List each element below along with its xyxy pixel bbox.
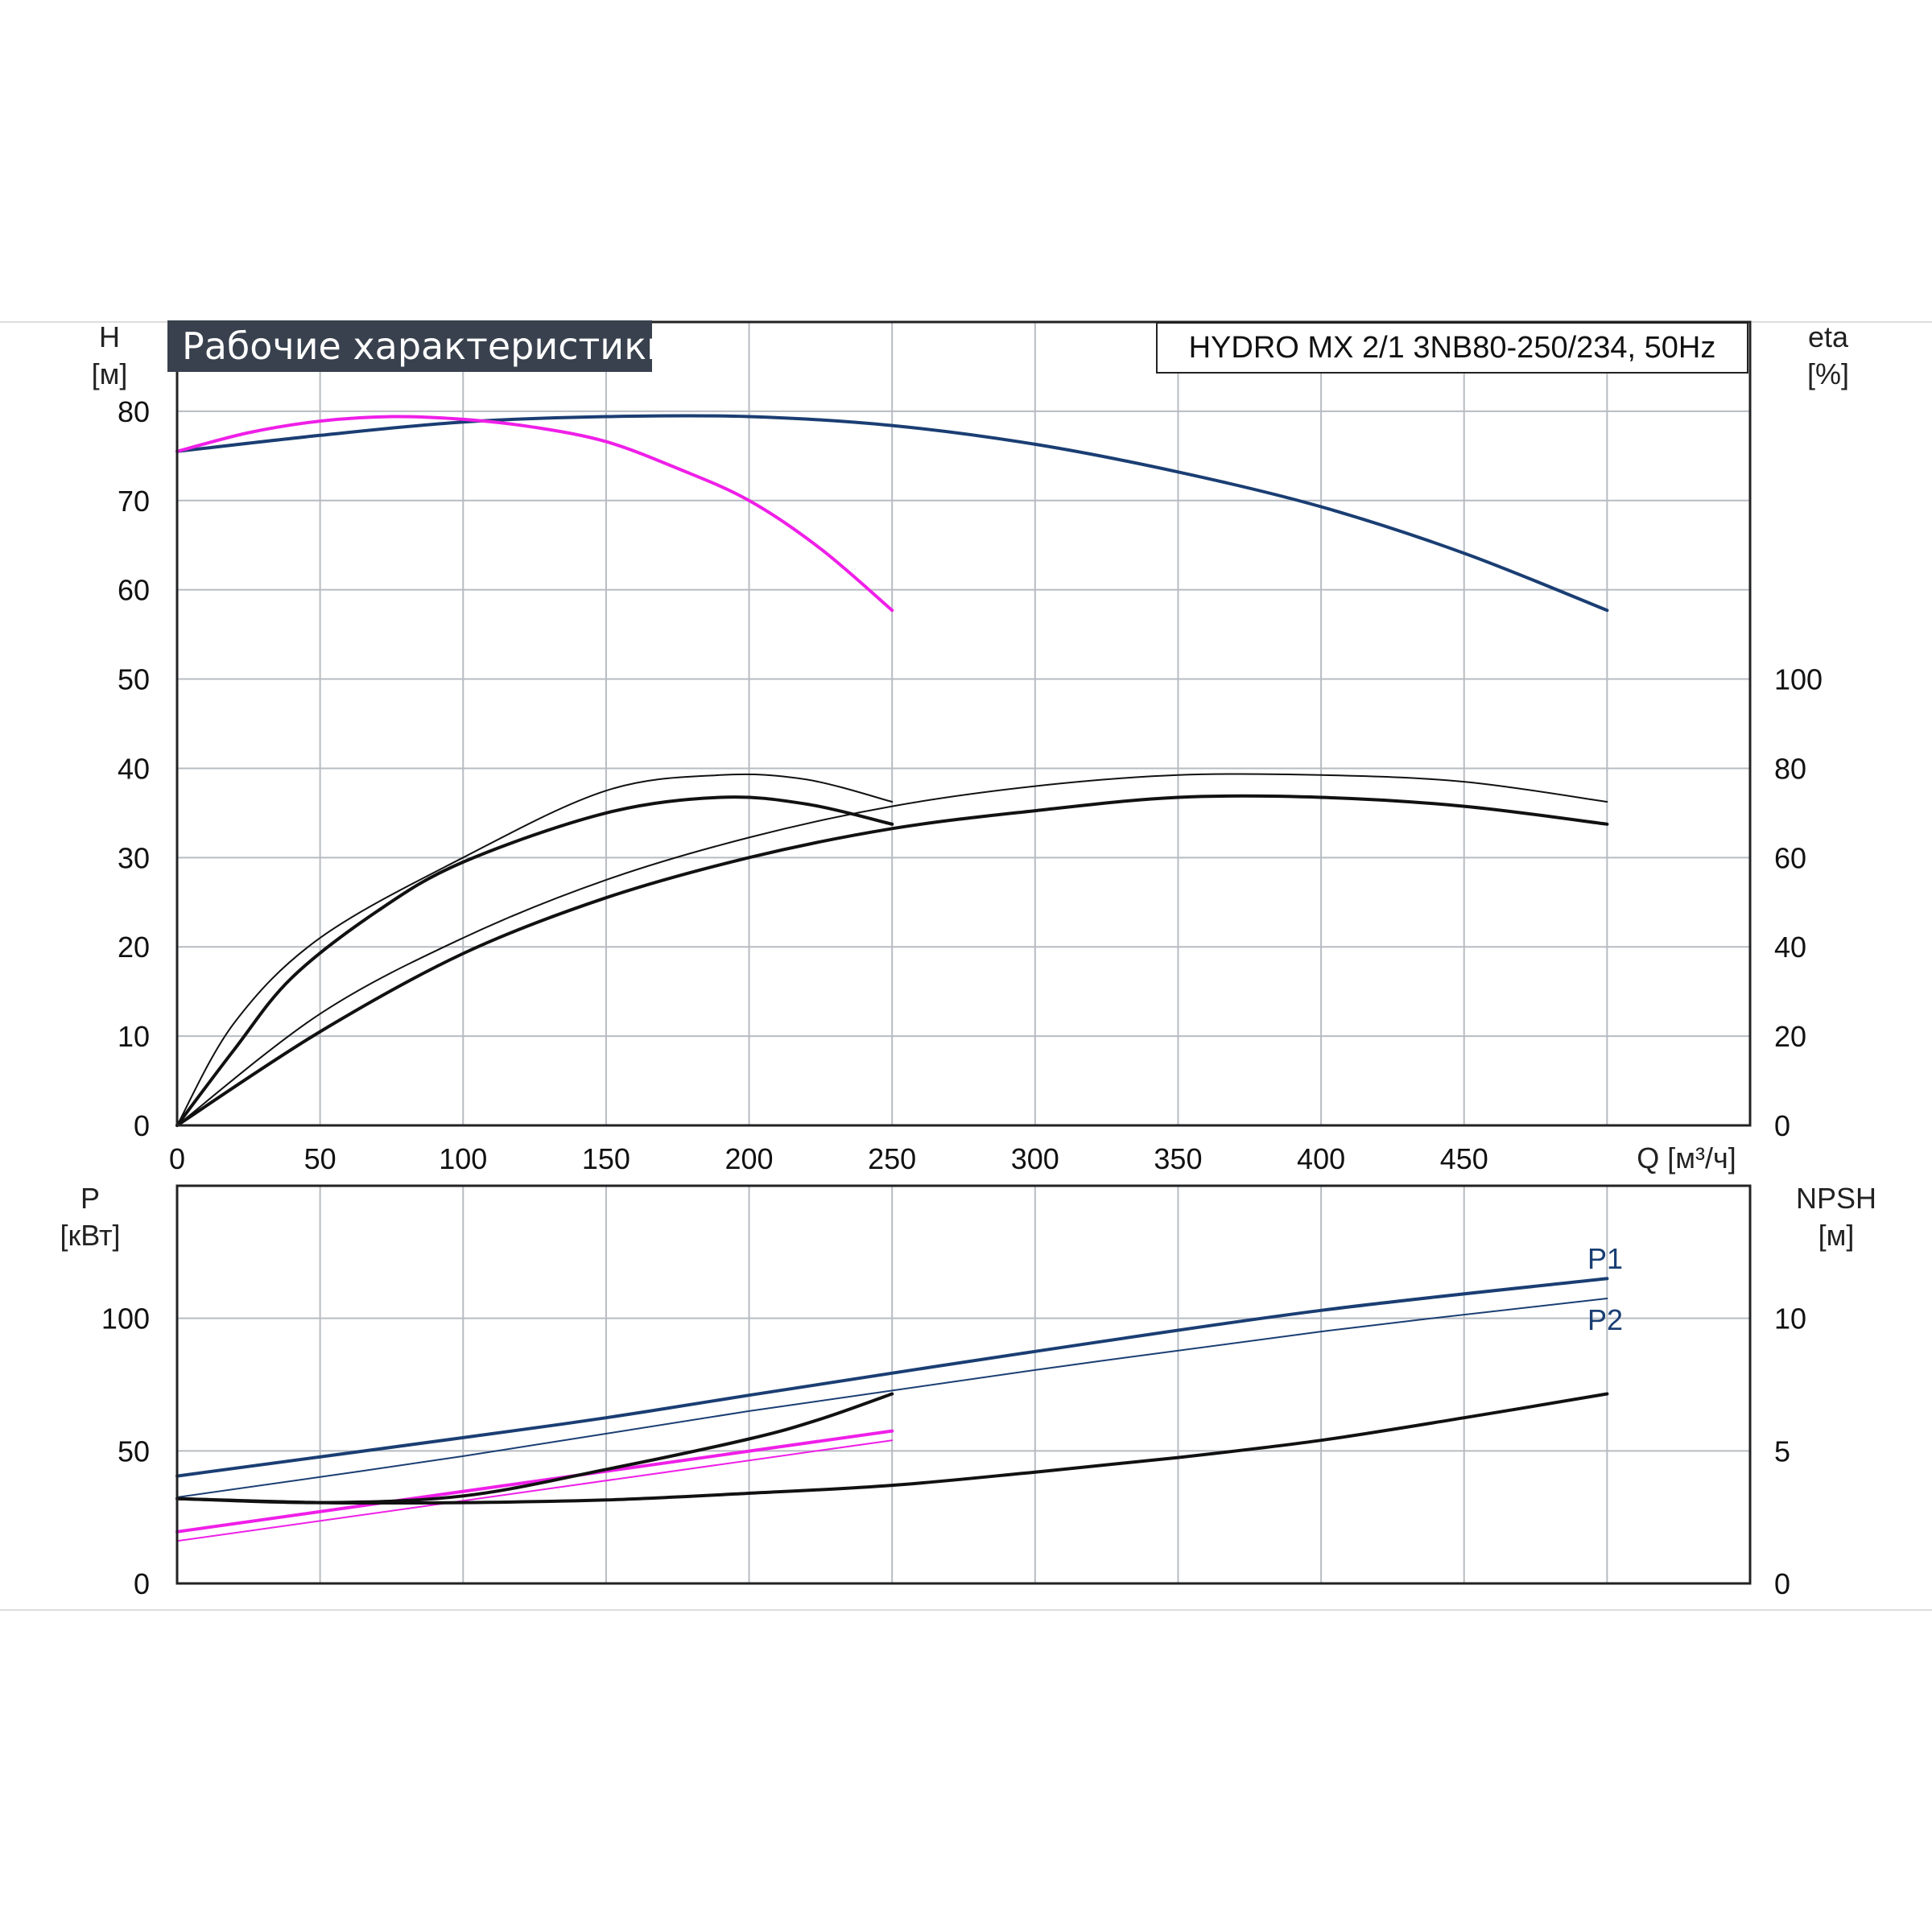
npsh-tick-label: 0 [1774,1567,1790,1600]
head_efficiency-series-1 [175,415,894,613]
y-tick-label: 70 [118,485,150,518]
x-axis-label-q: Q [м³/ч] [1637,1141,1736,1174]
y-tick-label: 40 [118,752,150,785]
y2-tick-label: 60 [1774,841,1806,874]
model-label: HYDRO MX 2/1 3NB80-250/234, 50Hz [1156,322,1748,374]
y2-tick-label: 0 [1774,1109,1790,1142]
y-tick-label: 20 [118,931,150,964]
x-tick-label: 450 [1440,1142,1488,1175]
y-tick-label: 80 [118,395,150,428]
power_npsh-series-2 [175,1429,894,1534]
head_efficiency-series-4 [176,773,1608,1126]
head_efficiency-series-2 [176,773,894,1126]
y-axis-label-head: H [м] [91,320,128,390]
x-tick-label: 250 [868,1142,916,1175]
npsh-tick-label: 5 [1774,1435,1790,1468]
series-label-p1: P1 [1587,1242,1623,1275]
power_npsh-series-3 [176,1439,894,1542]
x-tick-label: 100 [439,1142,487,1175]
x-tick-label: 50 [304,1142,336,1175]
x-tick-label: 150 [582,1142,630,1175]
x-tick-label: 300 [1011,1142,1059,1175]
x-tick-label: 200 [725,1142,774,1175]
y2-tick-label: 80 [1774,752,1806,785]
tick-labels: 0 50 100 150 200 250 300 350 400 4500102030405060… [101,395,1823,1600]
head_efficiency-series-5 [175,794,1609,1127]
chart-title: Рабочие характеристики [167,320,671,372]
y-tick-label: 10 [118,1020,150,1053]
npsh-tick-label: 10 [1774,1302,1806,1335]
top-plot-frame [175,320,1752,1127]
y2-tick-label: 40 [1774,931,1806,964]
head_efficiency-series-0 [175,414,1609,613]
x-tick-label: 350 [1154,1142,1202,1175]
x-tick-label: 400 [1297,1142,1345,1175]
top-grid [177,321,1750,1125]
p-tick-label: 0 [134,1567,150,1600]
y-axis-label-eta: eta [%] [1806,320,1849,390]
power_npsh-series-1 [176,1298,1608,1498]
power_npsh-series-5 [175,1392,1609,1505]
y-axis-label-power: P [кВт] [60,1182,121,1252]
bottom-grid [177,1186,1750,1583]
y-tick-label: 30 [118,841,150,874]
y-axis-label-npsh: NPSH [м] [1795,1182,1877,1252]
y-tick-label: 0 [134,1109,150,1142]
y-tick-label: 50 [118,663,150,696]
y2-tick-label: 100 [1774,663,1823,696]
y2-tick-label: 20 [1774,1020,1806,1053]
curves [175,414,1609,1542]
power_npsh-series-0 [175,1277,1609,1478]
p-tick-label: 100 [101,1302,150,1335]
y-tick-label: 60 [118,574,150,607]
bottom-plot-frame [175,1184,1752,1585]
power_npsh-series-4 [175,1392,894,1505]
series-label-p2: P2 [1587,1303,1623,1336]
x-tick-label: 0 [169,1142,185,1175]
head_efficiency-series-3 [175,795,894,1127]
p-tick-label: 50 [118,1435,150,1468]
